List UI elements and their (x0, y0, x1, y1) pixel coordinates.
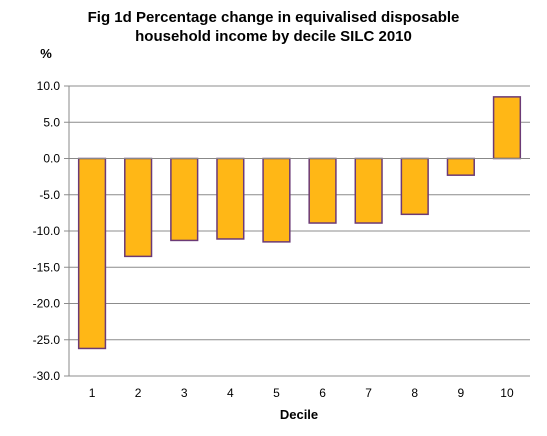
bar-decile-3 (170, 157, 199, 242)
x-tick-label: 4 (227, 386, 234, 400)
y-tick-label: -10.0 (33, 224, 61, 238)
y-tick-label: 5.0 (43, 115, 60, 129)
bar-decile-4 (216, 157, 245, 240)
y-tick-label: -30.0 (33, 369, 61, 383)
y-tick-label: -20.0 (33, 297, 61, 311)
chart-title-line-2: household income by decile SILC 2010 (135, 28, 412, 45)
bar-decile-5 (262, 157, 291, 243)
x-tick-labels: 1 2 3 4 5 6 7 8 9 10 (89, 386, 514, 400)
bar-decile-7 (354, 157, 383, 224)
y-tick-label: 10.0 (37, 79, 61, 93)
y-tick-labels: 10.0 5.0 0.0 -5.0 -10.0 -15.0 -20.0 -25.0 -30.0 (33, 79, 69, 383)
bar-decile-10 (492, 96, 522, 160)
bar-decile-8 (400, 157, 429, 216)
bar-decile-9 (446, 157, 475, 176)
x-tick-label: 10 (500, 386, 514, 400)
bars (77, 96, 522, 350)
x-tick-label: 6 (319, 386, 326, 400)
x-tick-label: 1 (89, 386, 96, 400)
bar-decile-2 (124, 157, 153, 258)
bar-decile-1 (77, 157, 107, 350)
x-tick-label: 8 (411, 386, 418, 400)
x-tick-label: 5 (273, 386, 280, 400)
y-tick-label: 0.0 (43, 152, 60, 166)
y-tick-label: -25.0 (33, 333, 61, 347)
chart-title: Fig 1d Percentage change in equivalised … (0, 8, 547, 46)
x-tick-label: 2 (135, 386, 142, 400)
y-tick-label: -15.0 (33, 260, 61, 274)
y-tick-label: -5.0 (39, 188, 60, 202)
bar-decile-6 (308, 157, 337, 224)
y-axis-title: % (40, 46, 52, 61)
chart-title-line-1: Fig 1d Percentage change in equivalised … (87, 9, 460, 26)
x-tick-label: 9 (458, 386, 465, 400)
x-axis-title: Decile (280, 407, 318, 422)
x-tick-label: 7 (365, 386, 372, 400)
x-tick-label: 3 (181, 386, 188, 400)
